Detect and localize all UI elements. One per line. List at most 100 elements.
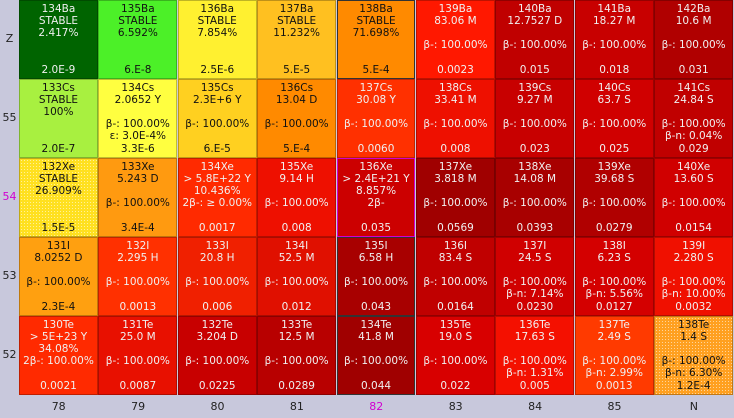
nuclide-cell[interactable]: 139Ba 83.06 M β-: 100.00% 0.0023 — [416, 0, 495, 79]
nuclide-cell[interactable]: 138Cs 33.41 M β-: 100.00% 0.008 — [416, 79, 495, 158]
nuclide-cell[interactable]: 140Ba 12.7527 D β-: 100.00% 0.015 — [495, 0, 575, 79]
fission-yield: 0.043 — [361, 300, 392, 313]
nuclide-cell[interactable]: 139Cs 9.27 M β-: 100.00% 0.023 — [495, 79, 575, 158]
nuclide-cell[interactable]: 136I 83.4 S β-: 100.00% 0.0164 — [416, 237, 495, 316]
nuclide-info-line: STABLE — [277, 15, 317, 27]
nuclide-cell[interactable]: 138Te 1.4 S β-: 100.00% β-n: 6.30% 1.2E-4 — [654, 316, 734, 395]
nuclide-cell[interactable]: 136Cs 13.04 D β-: 100.00% 5.E-4 — [257, 79, 337, 158]
nuclide-info-line: 9.27 M — [516, 94, 553, 106]
fission-yield: 0.0569 — [437, 221, 474, 234]
nuclide-info-line: 17.63 S — [514, 331, 555, 343]
n-axis-label: 84 — [528, 400, 543, 413]
nuclide-info-line: 39.68 S — [594, 173, 635, 185]
nuclide-cell[interactable]: 141Cs 24.84 S β-: 100.00% β-n: 0.04% 0.029 — [654, 79, 734, 158]
nuclide-info-line: β-: 100.00% — [502, 39, 567, 51]
nuclide-info-line: 11.232% — [273, 27, 320, 39]
nuclide-info-line: 2β- — [367, 197, 385, 209]
nuclide-cell[interactable]: 134Ba STABLE 2.417% 2.0E-9 — [19, 0, 98, 79]
nuclide-info-line: β-: 100.00% — [105, 276, 170, 288]
nuclide-cell[interactable]: 139I 2.280 S β-: 100.00% β-n: 10.00% 0.0032 — [654, 237, 734, 316]
nuclide-symbol: 140Cs — [597, 82, 631, 94]
fission-yield: 0.015 — [519, 63, 550, 76]
nuclide-info-line: 9.14 H — [279, 173, 314, 185]
nuclide-cell[interactable]: 135Cs 2.3E+6 Y β-: 100.00% 6.E-5 — [177, 79, 257, 158]
nuclide-info-line: > 5E+23 Y — [29, 331, 88, 343]
nuclide-info-line — [258, 264, 335, 276]
nuclide-info-line: ε: 3.0E-4% — [109, 130, 166, 142]
nuclide-cell[interactable]: 132I 2.295 H β-: 100.00% 0.0013 — [98, 237, 178, 316]
z-axis-label: 53 — [2, 268, 17, 282]
nuclide-info-line: β-: 100.00% — [343, 276, 409, 288]
nuclide-info-line — [99, 185, 176, 197]
nuclide-symbol: 134I — [285, 240, 309, 252]
nuclide-cell[interactable]: 141Ba 18.27 M β-: 100.00% 0.018 — [574, 0, 654, 79]
nuclide-info-line: 2.417% — [38, 27, 79, 39]
nuclide-info-line: β-: 100.00% — [661, 118, 726, 130]
fission-yield: 0.018 — [599, 63, 630, 76]
fission-yield: 0.012 — [281, 300, 312, 313]
nuclide-symbol: 134Te — [360, 319, 392, 331]
nuclide-info-line: β-: 100.00% — [423, 276, 488, 288]
nuclide-info-line: 71.698% — [352, 27, 400, 39]
nuclide-cell[interactable]: 137Xe 3.818 M β-: 100.00% 0.0569 — [416, 158, 495, 237]
fission-yield: 2.5E-6 — [200, 63, 235, 76]
nuclide-cell[interactable]: 137Ba STABLE 11.232% 5.E-5 — [257, 0, 337, 79]
nuclide-cell[interactable]: 140Xe 13.60 S β-: 100.00% 0.0154 — [654, 158, 734, 237]
nuclide-cell[interactable]: 131I 8.0252 D β-: 100.00% 2.3E-4 — [19, 237, 98, 316]
nuclide-cell[interactable]: 133I 20.8 H β-: 100.00% 0.006 — [177, 237, 257, 316]
nuclide-symbol: 134Cs — [121, 82, 155, 94]
nuclide-cell[interactable]: 135Ba STABLE 6.592% 6.E-8 — [98, 0, 178, 79]
nuclide-cell[interactable]: 140Cs 63.7 S β-: 100.00% 0.025 — [574, 79, 654, 158]
nuclide-cell[interactable]: 136Ba STABLE 7.854% 2.5E-6 — [177, 0, 257, 79]
nuclide-symbol: 133I — [205, 240, 229, 252]
nuclide-cell[interactable]: 137Cs 30.08 Y β-: 100.00% 0.0060 — [336, 79, 416, 158]
z-axis-label: 54 — [2, 189, 17, 203]
nuclide-cell[interactable]: 133Te 12.5 M β-: 100.00% 0.0289 — [257, 316, 337, 395]
nuclide-symbol: 131I — [46, 240, 71, 252]
nuclide-cell[interactable]: 137I 24.5 S β-: 100.00% β-n: 7.14% 0.0230 — [495, 237, 575, 316]
fission-yield: 3.4E-4 — [120, 221, 155, 234]
nuclide-cell[interactable]: 139Xe 39.68 S β-: 100.00% 0.0279 — [574, 158, 654, 237]
nuclide-cell[interactable]: 137Te 2.49 S β-: 100.00% β-n: 2.99% 0.0013 — [574, 316, 654, 395]
nuclide-cell[interactable]: 134Xe > 5.8E+22 Y 10.436% 2β-: ≥ 0.00% 0.001… — [177, 158, 257, 237]
nuclide-info-line — [179, 343, 256, 355]
nuclide-cell[interactable]: 138I 6.23 S β-: 100.00% β-n: 5.56% 0.0127 — [574, 237, 654, 316]
nuclide-cell[interactable]: 134I 52.5 M β-: 100.00% 0.012 — [257, 237, 337, 316]
nuclide-info-line: 20.8 H — [199, 252, 235, 264]
nuclide-info-line: 10.436% — [193, 185, 241, 197]
nuclide-symbol: 136Te — [519, 319, 551, 331]
nuclide-info-line: 24.5 S — [518, 252, 552, 264]
nuclide-cell[interactable]: 132Te 3.204 D β-: 100.00% 0.0225 — [177, 316, 257, 395]
nuclide-info-line — [496, 264, 573, 276]
nuclide-info-line — [496, 106, 573, 118]
nuclide-cell[interactable]: 136Xe > 2.4E+21 Y 8.857% 2β- 0.035 — [336, 158, 416, 237]
nuclide-cell[interactable]: 130Te > 5E+23 Y 34.08% 2β-: 100.00% 0.0021 — [19, 316, 98, 395]
fission-yield: 0.025 — [599, 142, 630, 155]
nuclide-info-line: STABLE — [197, 15, 237, 27]
nuclide-info-line: β-: 100.00% — [26, 276, 91, 288]
nuclide-info-line: β-: 100.00% — [582, 118, 647, 130]
nuclide-cell[interactable]: 133Xe 5.243 D β-: 100.00% 3.4E-4 — [98, 158, 178, 237]
nuclide-cell[interactable]: 135Xe 9.14 H β-: 100.00% 0.008 — [257, 158, 337, 237]
fission-yield: 5.E-4 — [283, 142, 311, 155]
nuclide-cell[interactable]: 138Xe 14.08 M β-: 100.00% 0.0393 — [495, 158, 575, 237]
nuclide-cell[interactable]: 134Te 41.8 M β-: 100.00% 0.044 — [336, 316, 416, 395]
fission-yield: 5.E-5 — [283, 63, 311, 76]
fission-yield: 0.0021 — [40, 379, 77, 392]
nuclide-cell[interactable]: 134Cs 2.0652 Y β-: 100.00% ε: 3.0E-4% 3.3E-… — [98, 79, 178, 158]
nuclide-cell[interactable]: 136Te 17.63 S β-: 100.00% β-n: 1.31% 0.005 — [495, 316, 575, 395]
nuclide-info-line — [417, 343, 494, 355]
nuclide-cell[interactable]: 133Cs STABLE 100% 2.0E-7 — [19, 79, 98, 158]
nuclide-info-line — [496, 185, 573, 197]
z-axis-label: 55 — [2, 110, 17, 124]
nuclide-cell[interactable]: 132Xe STABLE 26.909% 1.5E-5 — [19, 158, 98, 237]
nuclide-cell[interactable]: 131Te 25.0 M β-: 100.00% 0.0087 — [98, 316, 178, 395]
nuclide-cell[interactable]: 138Ba STABLE 71.698% 5.E-4 — [336, 0, 416, 79]
nuclide-info-line — [576, 343, 653, 355]
nuclide-info-line — [258, 185, 335, 197]
nuclide-cell[interactable]: 142Ba 10.6 M β-: 100.00% 0.031 — [654, 0, 734, 79]
nuclide-info-line: β-: 100.00% — [105, 118, 170, 130]
nuclide-symbol: 133Cs — [42, 82, 75, 94]
nuclide-cell[interactable]: 135I 6.58 H β-: 100.00% 0.043 — [336, 237, 416, 316]
nuclide-cell[interactable]: 135Te 19.0 S β-: 100.00% 0.022 — [416, 316, 495, 395]
